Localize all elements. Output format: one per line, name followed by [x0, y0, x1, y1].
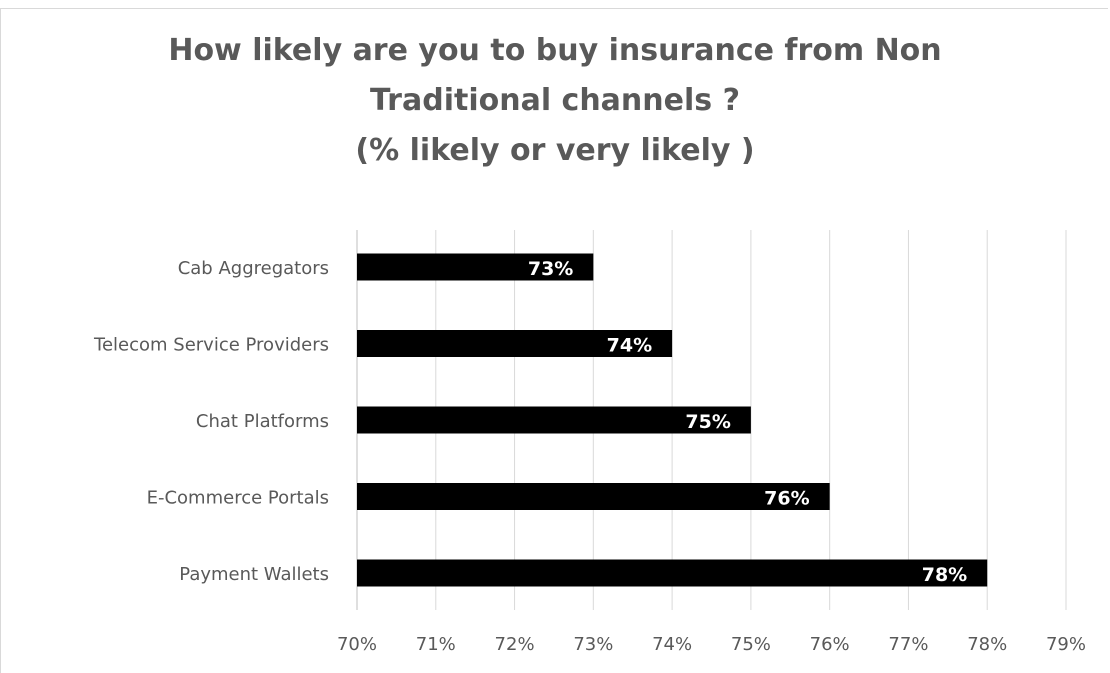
bars: 73% 74% 75% 76% 78% — [357, 253, 988, 587]
x-tick-label: 79% — [1046, 634, 1086, 655]
x-tick-label: 78% — [967, 634, 1007, 655]
data-label: 76% — [764, 488, 809, 510]
x-tick-label: 74% — [652, 634, 692, 655]
x-tick-label: 73% — [573, 634, 613, 655]
chart-title: How likely are you to buy insurance from… — [0, 26, 1110, 176]
data-label: 73% — [528, 258, 573, 280]
x-tick-label: 75% — [731, 634, 771, 655]
x-tick-label: 71% — [416, 634, 456, 655]
data-label: 74% — [607, 335, 652, 357]
x-tick-label: 76% — [810, 634, 850, 655]
data-label: 78% — [922, 564, 967, 586]
bar — [357, 253, 594, 281]
category-label: Telecom Service Providers — [93, 335, 329, 356]
category-label: Payment Wallets — [179, 564, 329, 585]
bar — [357, 483, 830, 510]
x-tick-label: 72% — [495, 634, 535, 655]
bar — [357, 330, 673, 357]
chart-title-line-2: Traditional channels ? — [370, 83, 740, 118]
data-label: 75% — [685, 411, 730, 433]
bar — [357, 559, 988, 587]
x-tick-label: 77% — [888, 634, 928, 655]
chart-title-line-1: How likely are you to buy insurance from… — [168, 33, 942, 68]
x-tick-label: 70% — [337, 634, 377, 655]
x-axis-tick-labels: 70% 71% 72% 73% 74% 75% 76% 77% 78% 79% — [337, 634, 1086, 655]
category-labels: Cab Aggregators Telecom Service Providers… — [93, 258, 329, 585]
chart-title-line-3: (% likely or very likely ) — [355, 133, 755, 168]
category-label: Cab Aggregators — [178, 258, 329, 279]
category-label: E-Commerce Portals — [147, 488, 329, 509]
category-label: Chat Platforms — [196, 411, 329, 432]
bar — [357, 406, 751, 434]
chart-frame — [0, 8, 1108, 673]
